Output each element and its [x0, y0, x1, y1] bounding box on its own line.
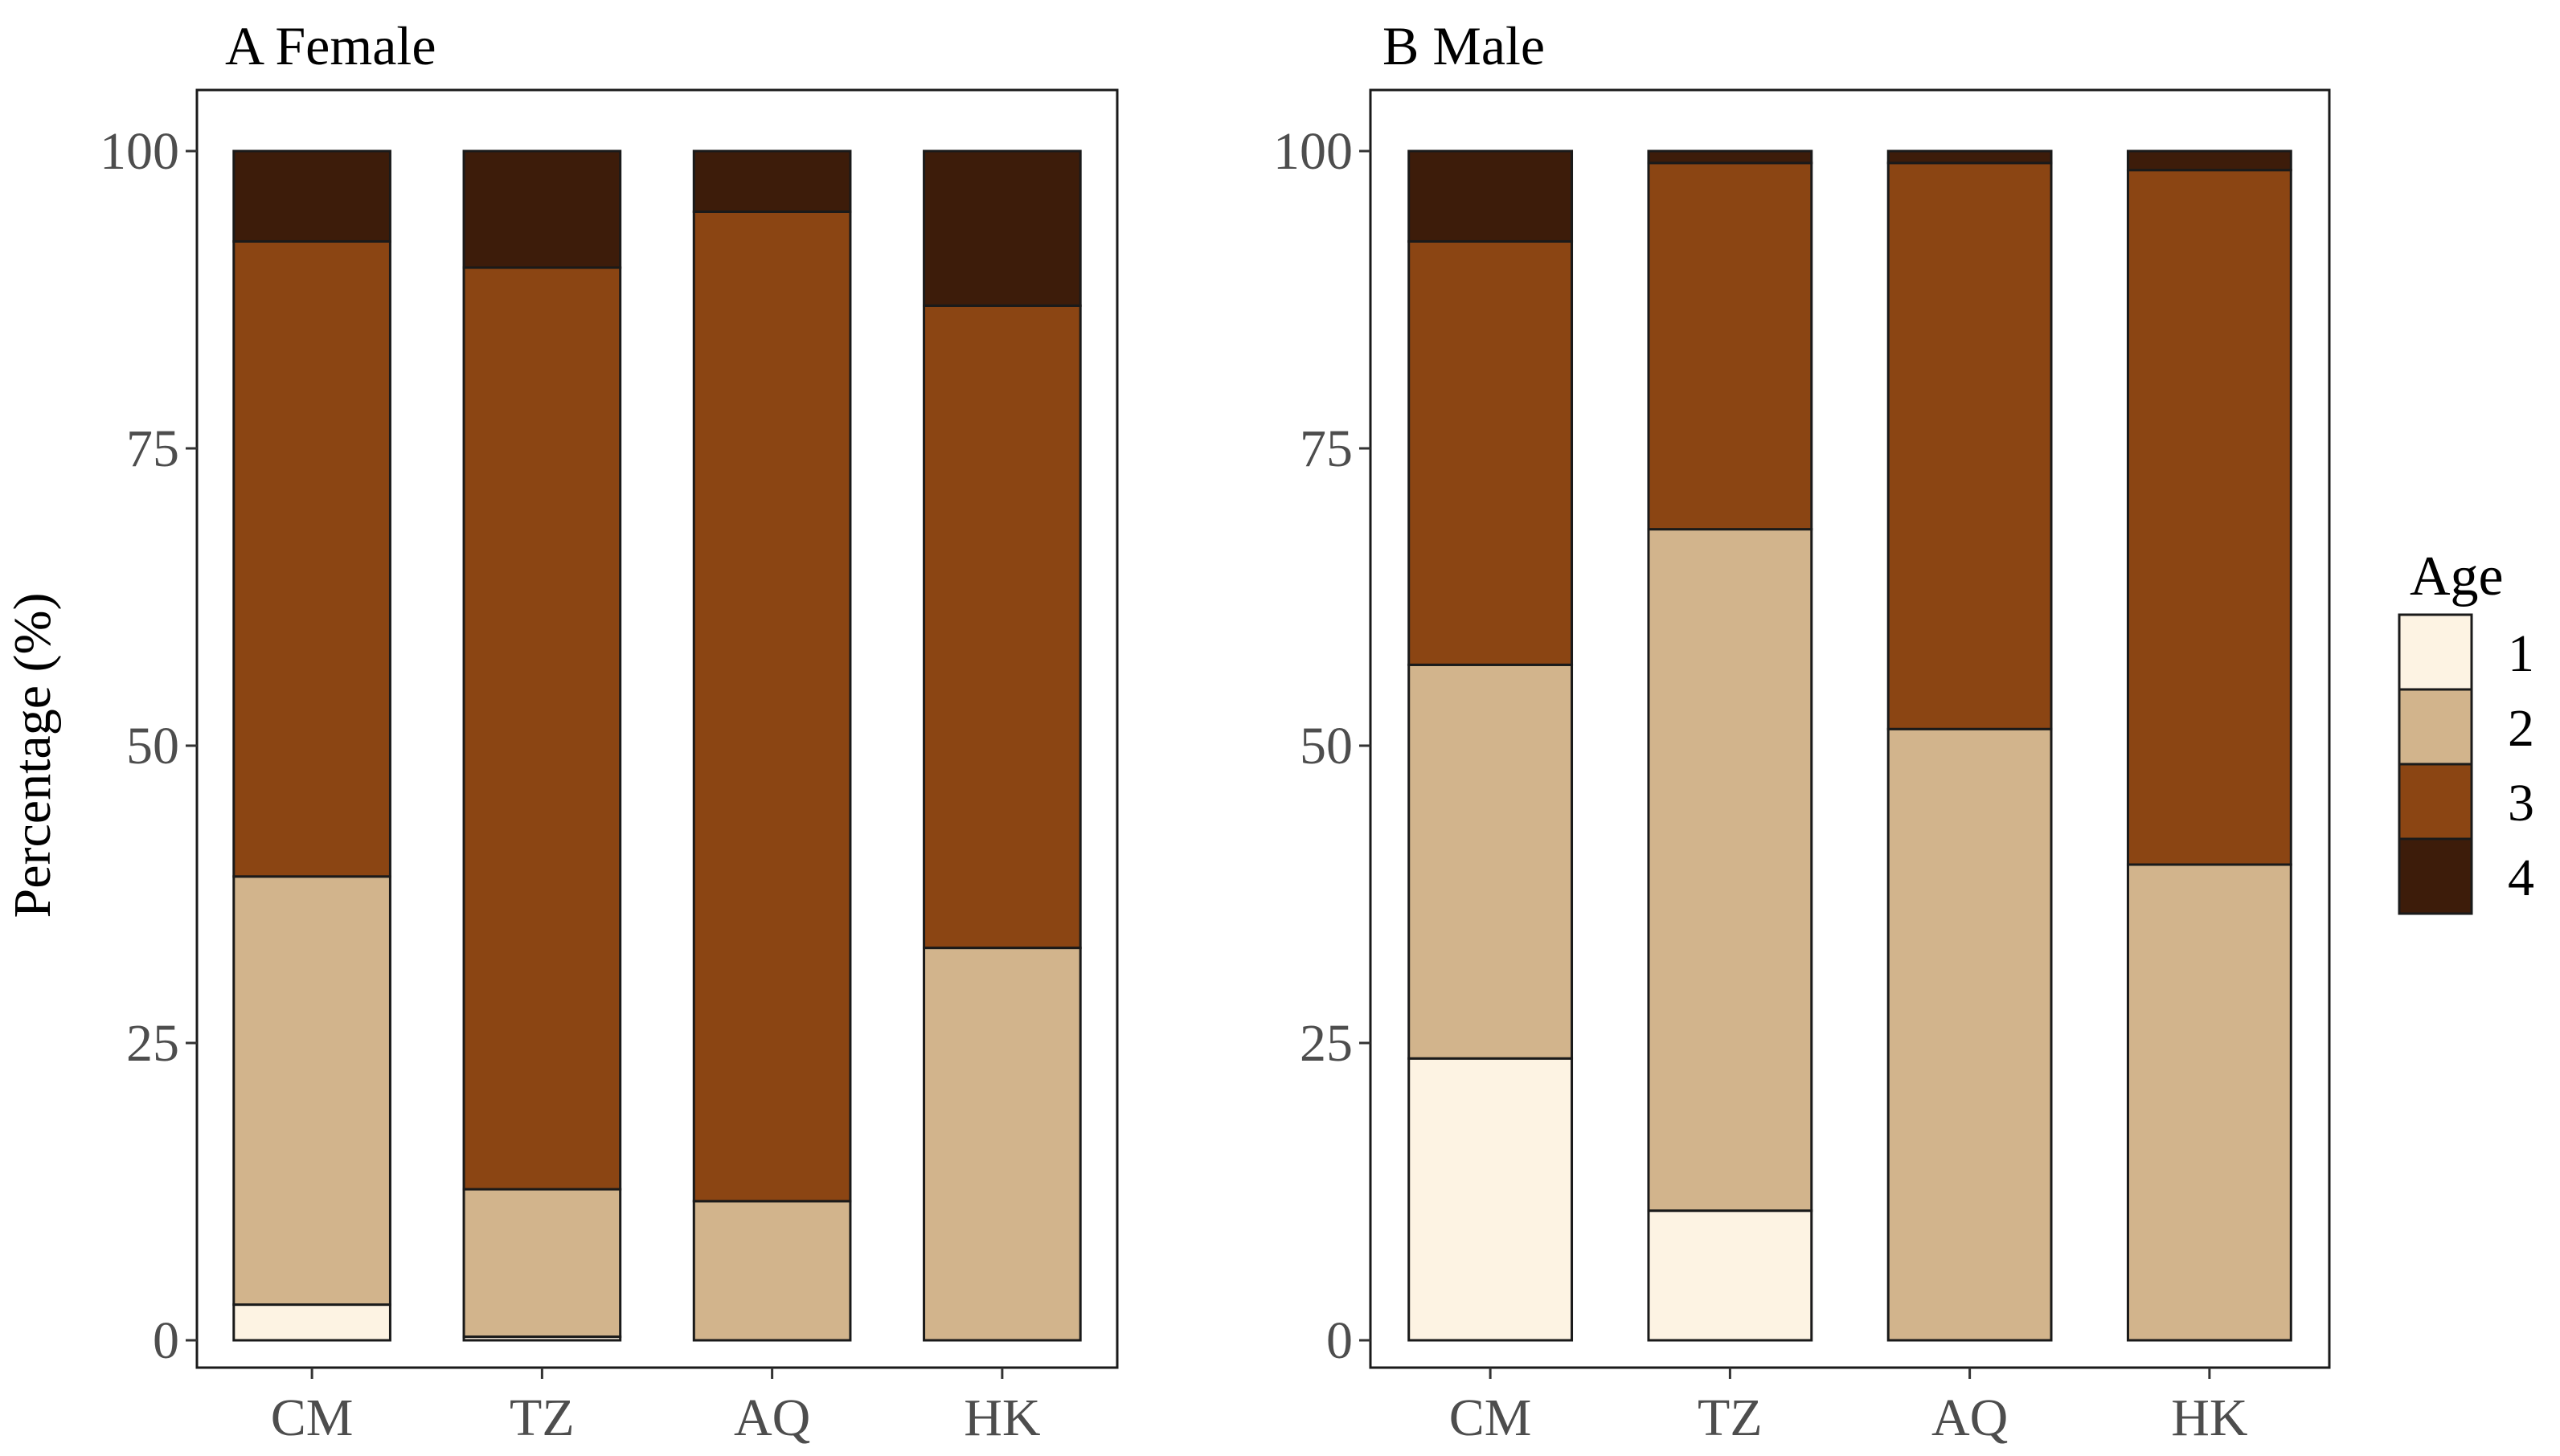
legend-label-1: 1 [2508, 624, 2534, 683]
legend-swatch-2 [2398, 688, 2473, 766]
legend-swatch-4 [2398, 837, 2473, 915]
legend-label-3: 3 [2508, 774, 2534, 832]
plot-border [1369, 88, 2331, 1369]
x-tick-label: CM [271, 1389, 354, 1447]
y-tick-label: 50 [1300, 717, 1353, 775]
x-tick-label: TZ [510, 1389, 575, 1447]
bar-segment-age-4-aq [1886, 149, 2053, 165]
y-tick-label: 0 [153, 1311, 179, 1370]
bar-segment-age-2-hk [2126, 863, 2292, 1342]
legend-label-2: 2 [2508, 699, 2534, 758]
bar-segment-age-2-cm [232, 875, 391, 1307]
bar-segment-age-4-hk [2126, 149, 2292, 172]
y-tick-label: 75 [126, 419, 179, 478]
legend-swatch-3 [2398, 763, 2473, 840]
bar-segment-age-1-tz [1647, 1209, 1813, 1342]
bar-segment-age-2-tz [462, 1188, 622, 1339]
bar-segment-age-3-aq [1886, 162, 2053, 730]
legend-label-4: 4 [2508, 849, 2534, 907]
x-tick-label: HK [964, 1389, 1040, 1447]
bar-segment-age-4-cm [232, 149, 391, 243]
bar-segment-age-3-tz [462, 266, 622, 1191]
y-tick-label: 25 [1300, 1014, 1353, 1073]
x-tick-label: AQ [1931, 1389, 2008, 1447]
y-tick-label: 100 [1273, 122, 1353, 181]
legend-swatch-1 [2398, 613, 2473, 691]
x-tick-label: CM [1449, 1389, 1532, 1447]
bar-segment-age-3-tz [1647, 162, 1813, 531]
bar-segment-age-3-hk [923, 304, 1082, 950]
bar-segment-age-4-aq [692, 149, 852, 213]
bar-segment-age-3-cm [1407, 239, 1574, 666]
bar-segment-age-2-cm [1407, 663, 1574, 1060]
x-tick-label: AQ [734, 1389, 810, 1447]
bar-segment-age-2-tz [1647, 528, 1813, 1213]
y-tick-label: 75 [1300, 419, 1353, 478]
bar-segment-age-3-cm [232, 239, 391, 878]
panel-male: B Male 0 25 50 75 100 CM TZ AQ HK [1273, 15, 2331, 1447]
y-tick-label: 100 [100, 122, 179, 181]
bar-segment-age-2-aq [1886, 727, 2053, 1342]
bar-segment-age-2-aq [692, 1200, 852, 1342]
bar-segment-age-1-cm [1407, 1057, 1574, 1342]
bar-segment-age-4-cm [1407, 149, 1574, 243]
panel-female: A Female 0 25 50 75 100 CM TZ AQ HK [100, 15, 1119, 1447]
x-tick-label: TZ [1698, 1389, 1763, 1447]
bar-segment-age-3-hk [2126, 169, 2292, 866]
y-axis-title: Percentage (%) [3, 593, 62, 918]
bar-segment-age-3-aq [692, 210, 852, 1203]
panel-title: B Male [1382, 15, 1545, 76]
x-tick-label: HK [2171, 1389, 2247, 1447]
plot-border [195, 88, 1119, 1369]
y-tick-label: 0 [1326, 1311, 1353, 1370]
bar-segment-age-1-cm [232, 1303, 391, 1342]
bar-segment-age-4-tz [462, 149, 622, 269]
legend-title: Age [2410, 546, 2504, 607]
bar-segment-age-2-hk [923, 947, 1082, 1342]
y-tick-label: 50 [126, 717, 179, 775]
y-tick-label: 25 [126, 1014, 179, 1073]
bar-segment-age-4-tz [1647, 149, 1813, 165]
panel-title: A Female [225, 15, 436, 76]
bar-segment-age-4-hk [923, 149, 1082, 307]
